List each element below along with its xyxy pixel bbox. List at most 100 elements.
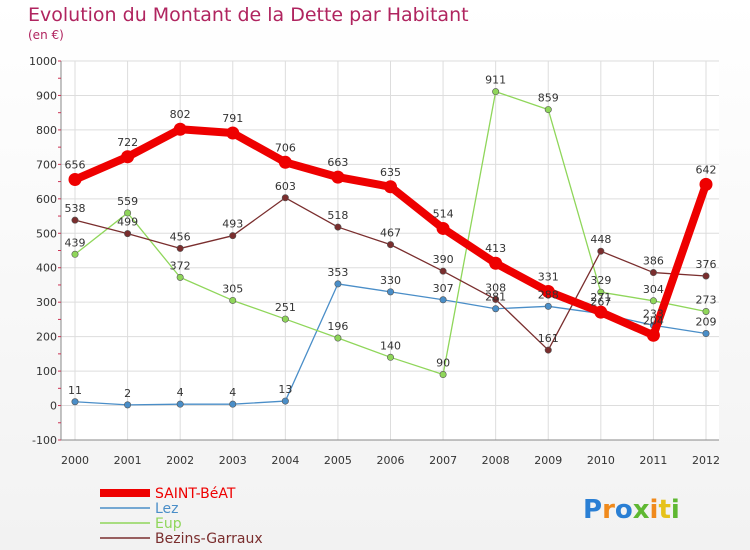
- data-point: [334, 334, 342, 342]
- legend-label: Bezins-Garraux: [155, 531, 263, 547]
- data-point: [124, 209, 132, 217]
- x-tick-label: 2004: [271, 454, 299, 467]
- data-point: [71, 398, 79, 406]
- data-label: 706: [275, 141, 296, 154]
- data-label: 273: [696, 293, 717, 306]
- data-point: [229, 400, 237, 408]
- x-tick-label: 2003: [219, 454, 247, 467]
- data-label: 514: [433, 207, 454, 220]
- data-label: 518: [327, 209, 348, 222]
- data-label: 271: [590, 291, 611, 304]
- data-point: [384, 180, 397, 194]
- x-tick-label: 2002: [166, 454, 194, 467]
- data-label: 233: [643, 307, 664, 320]
- data-point: [176, 273, 184, 281]
- x-tick-label: 2009: [534, 454, 562, 467]
- data-label: 305: [222, 282, 243, 295]
- x-tick-label: 2008: [482, 454, 510, 467]
- data-label: 329: [590, 274, 611, 287]
- data-label: 353: [327, 266, 348, 279]
- data-point: [124, 230, 132, 238]
- data-label: 499: [117, 216, 138, 229]
- x-tick-label: 2010: [587, 454, 615, 467]
- data-label: 413: [485, 242, 506, 255]
- data-label: 330: [380, 274, 401, 287]
- data-point: [492, 295, 500, 303]
- data-label: 791: [222, 112, 243, 125]
- data-point: [281, 397, 289, 405]
- data-label: 209: [696, 316, 717, 329]
- data-label: 13: [278, 383, 292, 396]
- data-point: [597, 288, 605, 296]
- x-tick-label: 2007: [429, 454, 457, 467]
- data-label: 376: [696, 258, 717, 271]
- y-tick-label: 400: [36, 262, 57, 275]
- data-label: 11: [68, 384, 82, 397]
- legend-label: SAINT-BéAT: [155, 486, 236, 502]
- data-label: 656: [65, 159, 86, 172]
- data-label: 439: [65, 236, 86, 249]
- data-point: [489, 256, 503, 270]
- data-label: 559: [117, 195, 138, 208]
- data-point: [281, 315, 289, 323]
- data-label: 722: [117, 136, 138, 149]
- data-label: 204: [643, 314, 664, 327]
- data-label: 307: [433, 282, 454, 295]
- y-tick-label: 200: [36, 331, 57, 344]
- data-point: [702, 330, 710, 338]
- data-point: [334, 223, 342, 231]
- x-tick-label: 2012: [692, 454, 720, 467]
- data-point: [436, 221, 450, 235]
- chart-title: Evolution du Montant de la Dette par Hab…: [28, 4, 469, 26]
- chart-subtitle: (en €): [28, 28, 64, 42]
- data-label: 493: [222, 218, 243, 231]
- data-label: 372: [170, 259, 191, 272]
- data-point: [702, 272, 710, 280]
- data-point: [176, 244, 184, 252]
- data-label: 386: [643, 255, 664, 268]
- data-label: 663: [327, 156, 348, 169]
- data-label: 538: [65, 202, 86, 215]
- data-label: 308: [485, 281, 506, 294]
- data-point: [229, 232, 237, 240]
- data-point: [173, 122, 187, 136]
- data-label: 802: [170, 108, 191, 121]
- y-tick-label: 700: [36, 158, 57, 171]
- data-label: 140: [380, 339, 401, 352]
- y-tick-label: 500: [36, 227, 57, 240]
- data-point: [71, 250, 79, 258]
- y-tick-label: 900: [36, 89, 57, 102]
- data-label: 2: [124, 387, 131, 400]
- legend-label: Eup: [155, 516, 182, 532]
- data-point: [646, 328, 660, 342]
- data-label: 288: [538, 288, 559, 301]
- data-point: [702, 307, 710, 315]
- data-point: [649, 269, 657, 277]
- data-point: [439, 267, 447, 275]
- data-point: [492, 305, 500, 313]
- data-point: [68, 173, 82, 187]
- data-label: 642: [696, 163, 717, 176]
- data-point: [492, 88, 500, 96]
- data-point: [229, 296, 237, 304]
- x-tick-label: 2011: [639, 454, 667, 467]
- data-point: [439, 371, 447, 379]
- data-point: [331, 170, 345, 184]
- x-tick-label: 2001: [114, 454, 142, 467]
- data-label: 304: [643, 283, 664, 296]
- y-tick-label: 300: [36, 296, 57, 309]
- data-point: [649, 297, 657, 305]
- data-point: [124, 401, 132, 409]
- data-label: 390: [433, 253, 454, 266]
- data-point: [334, 280, 342, 288]
- data-label: 4: [229, 386, 236, 399]
- legend-label: Lez: [155, 501, 179, 517]
- y-tick-label: 1000: [29, 55, 57, 68]
- data-label: 331: [538, 271, 559, 284]
- data-label: 281: [485, 291, 506, 304]
- data-point: [386, 288, 394, 296]
- data-point: [71, 216, 79, 224]
- data-point: [439, 296, 447, 304]
- data-point: [386, 353, 394, 361]
